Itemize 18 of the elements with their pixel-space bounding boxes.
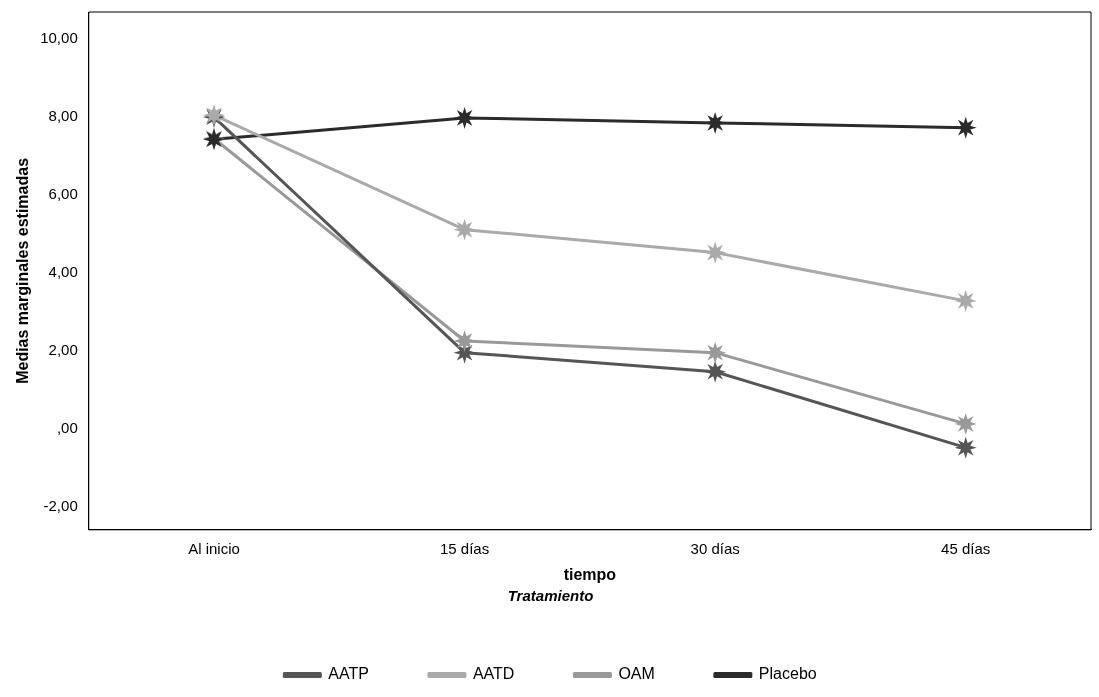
legend-label: AATP bbox=[328, 665, 369, 683]
legend-label: AATD bbox=[472, 665, 515, 683]
x-tick-label: 30 días bbox=[690, 539, 740, 557]
y-tick-label: -2,00 bbox=[43, 496, 78, 514]
x-axis-title: tiempo bbox=[563, 565, 617, 583]
x-tick-label: Al inicio bbox=[188, 539, 240, 557]
y-tick-label: 4,00 bbox=[48, 262, 78, 280]
legend-title: Tratamiento bbox=[507, 586, 594, 604]
legend-label: OAM bbox=[618, 665, 655, 683]
y-tick-label: 6,00 bbox=[48, 185, 78, 203]
y-tick-label: 10,00 bbox=[40, 29, 78, 47]
legend-label: Placebo bbox=[758, 665, 817, 683]
y-tick-label: ,00 bbox=[56, 418, 78, 436]
y-tick-label: 2,00 bbox=[48, 340, 78, 358]
x-tick-label: 45 días bbox=[941, 539, 991, 557]
y-axis-title: Medias marginales estimadas bbox=[14, 157, 32, 384]
x-tick-label: 15 días bbox=[439, 539, 490, 557]
y-tick-label: 8,00 bbox=[48, 107, 78, 125]
